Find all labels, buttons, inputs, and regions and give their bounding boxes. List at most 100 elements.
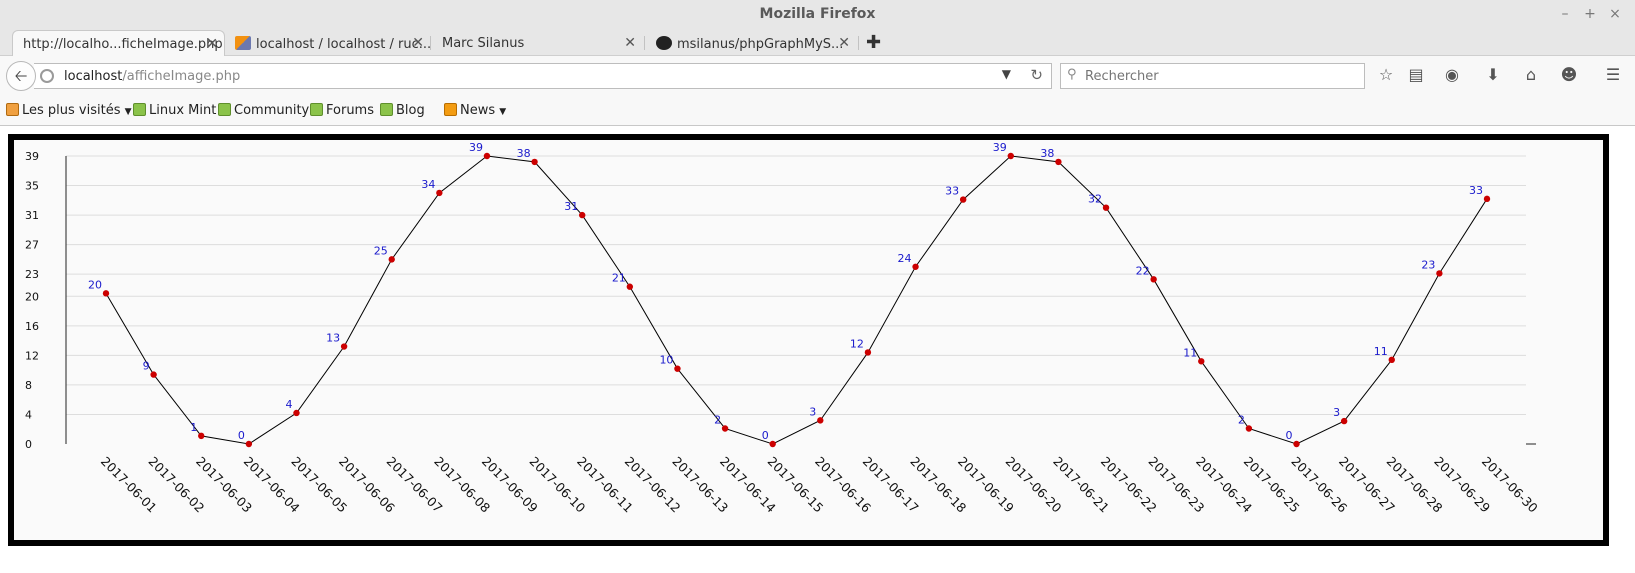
data-label: 13 (326, 332, 340, 345)
tab-affiche-image[interactable]: http://localho...ficheImage.php ✕ (12, 30, 225, 57)
reading-list-icon[interactable]: ▤ (1408, 65, 1424, 84)
tab-strip: http://localho...ficheImage.php ✕ localh… (0, 28, 1635, 57)
tab-label: http://localho...ficheImage.php (23, 37, 223, 52)
minimize-icon[interactable]: – (1561, 6, 1569, 22)
url-text[interactable]: localhost/afficheImage.php (64, 69, 240, 84)
data-point (150, 371, 157, 378)
y-tick-label: 8 (25, 379, 32, 392)
bookmark-blog[interactable]: Blog (380, 103, 425, 118)
y-tick-label: 20 (25, 290, 39, 303)
chevron-down-icon: ▼ (124, 107, 132, 117)
data-point (959, 196, 967, 203)
data-point (1150, 276, 1157, 283)
data-point (1007, 152, 1014, 160)
line-chart: 04812162023273135392017-06-012017-06-022… (25, 141, 1541, 516)
data-label: 34 (421, 178, 435, 191)
tab-separator (430, 36, 431, 50)
data-point (674, 365, 681, 372)
history-dropdown-icon[interactable]: ▼ (1001, 67, 1011, 81)
series-line (105, 155, 1488, 445)
tab-github[interactable]: msilanus/phpGraphMyS... ✕ (646, 30, 856, 57)
mint-icon (310, 103, 323, 116)
search-bar[interactable]: ⚲ (1060, 63, 1365, 89)
window-title: Mozilla Firefox (759, 6, 876, 22)
data-label: 3 (1333, 406, 1340, 419)
search-input[interactable] (1085, 67, 1355, 85)
data-label: 22 (1136, 264, 1150, 277)
data-point (626, 283, 634, 290)
bookmark-most-visited[interactable]: Les plus visités ▼ (6, 103, 132, 118)
site-info-icon[interactable] (40, 69, 54, 83)
bookmark-label: Community (234, 103, 310, 118)
close-tab-icon[interactable]: ✕ (838, 35, 850, 51)
data-point (388, 256, 395, 263)
downloads-icon[interactable]: ⬇ (1486, 65, 1500, 84)
bookmark-news[interactable]: News ▼ (444, 103, 506, 118)
data-point (579, 211, 586, 219)
url-host: localhost (64, 69, 123, 84)
data-point (198, 432, 205, 440)
data-point (1102, 204, 1110, 211)
maximize-icon[interactable]: + (1584, 6, 1596, 22)
mint-icon (218, 103, 231, 116)
data-label: 9 (143, 360, 150, 373)
bookmark-label: Linux Mint (149, 103, 217, 118)
data-point (1388, 356, 1395, 364)
tab-label: Marc Silanus (442, 36, 525, 51)
data-point (293, 409, 300, 417)
y-tick-label: 23 (25, 268, 39, 281)
close-window-icon[interactable]: × (1609, 6, 1621, 22)
data-point (102, 290, 110, 297)
back-button[interactable]: 🡠 (6, 61, 36, 91)
data-point (817, 417, 824, 424)
tab-marc-silanus[interactable]: Marc Silanus ✕ (432, 30, 642, 57)
data-label: 38 (1040, 147, 1054, 160)
close-tab-icon[interactable]: ✕ (412, 35, 424, 51)
bookmark-label: Blog (396, 103, 425, 118)
tab-label: msilanus/phpGraphMyS... (677, 37, 844, 52)
hello-icon[interactable]: ☻ (1560, 65, 1578, 84)
data-label: 38 (517, 147, 531, 160)
page-content: 0 4 8 12 16 20 23 27 31 35 39 2017-06-01 2017-06-02 2… (0, 126, 1635, 573)
rss-icon (444, 103, 457, 116)
tab-phpmyadmin[interactable]: localhost / localhost / ruc... ✕ (225, 30, 430, 57)
search-icon: ⚲ (1067, 67, 1077, 82)
data-label: 12 (850, 337, 864, 350)
bookmark-label: News (460, 103, 496, 118)
bookmark-star-icon[interactable]: ☆ (1378, 65, 1394, 84)
data-label: 2 (1238, 413, 1245, 426)
tab-separator (858, 36, 859, 50)
bookmark-linux-mint[interactable]: Linux Mint (133, 103, 216, 118)
back-arrow-icon: 🡠 (14, 66, 28, 85)
data-point (340, 343, 348, 350)
bookmark-forums[interactable]: Forums (310, 103, 374, 118)
data-label: 1 (190, 421, 197, 434)
data-point (1293, 440, 1300, 448)
data-point (531, 158, 538, 166)
close-tab-icon[interactable]: ✕ (206, 36, 218, 52)
data-point (436, 189, 443, 197)
title-bar: Mozilla Firefox – + × (0, 0, 1635, 28)
url-bar[interactable]: localhost/afficheImage.php ▼ ↻ (34, 63, 1052, 89)
data-label: 33 (1469, 184, 1483, 197)
new-tab-icon[interactable]: ✚ (866, 32, 882, 53)
home-icon[interactable]: ⌂ (1525, 65, 1537, 84)
data-point (483, 152, 491, 160)
data-label: 0 (238, 429, 245, 442)
most-visited-icon (6, 103, 19, 116)
mint-icon (133, 103, 146, 116)
menu-icon[interactable]: ☰ (1605, 65, 1621, 84)
data-label: 33 (945, 185, 959, 198)
bookmark-community[interactable]: Community (218, 103, 309, 118)
close-tab-icon[interactable]: ✕ (624, 35, 636, 51)
y-tick-label: 16 (25, 320, 39, 333)
data-label: 21 (612, 272, 626, 285)
reload-icon[interactable]: ↻ (1030, 66, 1043, 84)
data-label: 11 (1183, 346, 1197, 359)
data-point (1245, 425, 1253, 432)
chevron-down-icon: ▼ (499, 107, 507, 117)
data-label: 32 (1088, 193, 1102, 206)
pocket-icon[interactable]: ◉ (1445, 65, 1459, 84)
github-icon (656, 36, 672, 50)
